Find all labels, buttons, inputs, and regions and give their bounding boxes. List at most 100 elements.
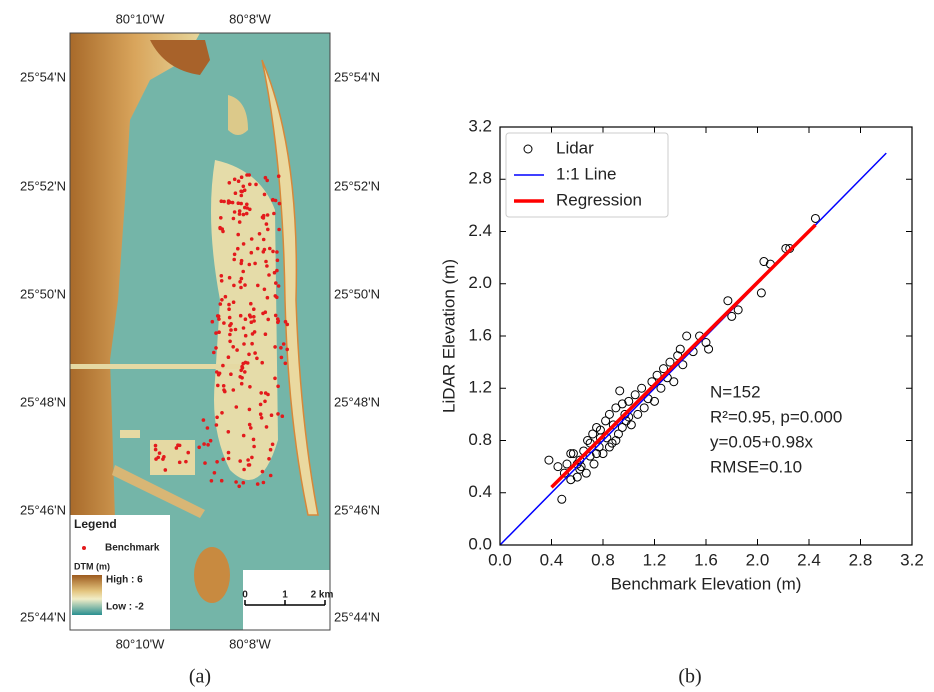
benchmark-dot [232,177,237,182]
ramp-low: Low : -2 [106,602,144,613]
benchmark-dot [285,322,290,327]
point [557,494,567,504]
benchmark-dot [248,182,252,187]
point [608,420,618,430]
benchmark-dot [234,480,238,484]
lat-label: 25°52'N [20,178,66,193]
benchmark-dot [243,317,248,322]
benchmark-dot [272,211,276,216]
point [678,360,688,370]
benchmark-dot [266,317,271,322]
scale-label: 2 km [311,590,334,601]
benchmark-dot [247,262,252,267]
benchmark-dot [231,388,236,392]
benchmark-dot [248,385,252,389]
benchmark-dot [276,174,281,178]
scale-label: 1 [282,590,288,601]
benchmark-dot [276,412,280,416]
benchmark-dot [239,193,244,198]
benchmark-dot [228,339,232,344]
point [727,311,737,321]
benchmark-dot [226,199,231,203]
benchmark-dot [261,480,266,485]
benchmark-dot [234,405,239,409]
point [704,344,714,354]
benchmark-dot [241,184,246,189]
benchmark-dot [208,438,213,443]
benchmark-dot [249,426,253,430]
benchmark-dot [212,471,217,475]
benchmark-dot [263,391,268,395]
lat-label: 25°52'N [334,178,380,193]
benchmark-dot [267,457,271,461]
caption: (b) [678,666,701,688]
point [592,449,602,459]
benchmark-dot [273,376,277,381]
benchmark-dot [227,315,232,320]
map-frame [69,32,331,631]
benchmark-dot [239,368,243,373]
benchmark-dot [236,179,241,183]
point [733,305,743,315]
benchmark-dot [245,202,249,207]
benchmark-dot [249,250,254,255]
benchmark-dot [205,426,210,430]
benchmark-dot [236,246,240,251]
benchmark-dot [253,351,257,355]
x-tick-label: 0.4 [540,550,564,569]
benchmark-dot [240,376,244,380]
benchmark-dot [257,232,262,236]
x-tick-label: 0.0 [488,550,512,569]
benchmark-dot [275,268,279,273]
benchmark-dot [253,261,257,266]
benchmark-dot [239,276,244,281]
benchmark-dot [243,283,247,287]
lat-label: 25°48'N [20,394,66,409]
benchmark-dot [261,237,266,242]
benchmark-dot [230,200,235,205]
benchmark-dot [237,209,242,213]
point [615,386,625,396]
benchmark-dot [212,350,216,355]
benchmark-dot [227,181,232,185]
benchmark-dot [226,355,231,360]
benchmark-dot [242,342,246,346]
benchmark-dot [275,258,280,263]
lon-label: 80°8'W [229,636,271,651]
benchmark-dot [241,212,246,217]
point [553,462,563,472]
benchmark-dot [221,384,226,388]
benchmark-dot [219,199,224,203]
benchmark-dot [249,301,253,306]
benchmark-dot [250,455,254,460]
benchmark-dot [245,173,249,177]
benchmark-dot [243,333,248,338]
y-tick-label: 2.8 [468,169,492,188]
point [675,344,685,354]
benchmark-dot [258,412,263,417]
y-tick-label: 2.0 [468,273,492,292]
benchmark-dot [229,328,233,332]
benchmark-dot [215,460,219,464]
benchmark-dot [238,313,243,318]
lon-label: 80°10'W [116,11,166,26]
benchmark-dot [229,372,233,377]
legend-box [505,132,669,218]
point [637,383,647,393]
benchmark-dot [263,175,268,180]
benchmark-dot [247,463,252,467]
ramp [72,575,102,615]
benchmark-dot [260,360,265,365]
benchmark-dot [197,445,201,450]
benchmark-dot [154,457,158,461]
point [652,370,662,380]
benchmark-dot [259,416,264,420]
benchmark-dot [214,423,219,427]
benchmark-dot [275,250,279,254]
plot-frame [499,126,913,546]
lat-label: 25°50'N [20,286,66,301]
benchmark-dot [233,191,238,195]
benchmark-dot [264,259,268,264]
benchmark-dot [233,327,238,332]
benchmark-dot [273,345,277,349]
